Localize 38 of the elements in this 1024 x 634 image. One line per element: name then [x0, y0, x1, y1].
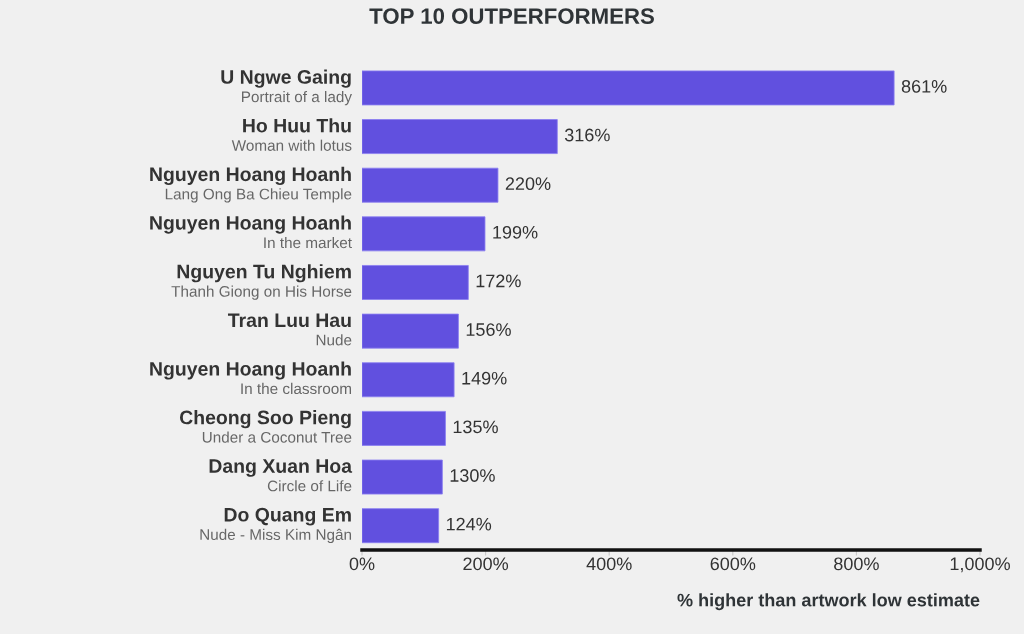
- y-tick-label: Nguyen Tu Nghiem Thanh Giong on His Horse: [171, 264, 352, 300]
- bar: [362, 119, 558, 154]
- bar: [362, 459, 443, 495]
- y-tick-label: Cheong Soo Pieng Under a Coconut Tree: [179, 410, 352, 443]
- data-label: 316%: [564, 128, 610, 142]
- x-tick-label: 800%: [834, 557, 879, 571]
- x-axis-title: % higher than artwork low estimate: [677, 593, 980, 611]
- x-tick-label: 1,000%: [950, 557, 1010, 573]
- data-label: 124%: [446, 517, 492, 531]
- bar: [362, 70, 895, 106]
- bar: [362, 216, 486, 252]
- y-tick-label: Dang Xuan Hoa Circle of Life: [209, 459, 353, 492]
- x-tick-label: 400%: [586, 557, 632, 571]
- bar: [362, 167, 499, 203]
- y-tick-label: Nguyen Hoang Hoanh In the market: [150, 215, 352, 249]
- bar: [362, 410, 446, 446]
- chart-title: TOP 10 OUTPERFORMERS: [369, 8, 654, 24]
- data-label: 861%: [901, 79, 947, 93]
- y-tick-label: Nguyen Hoang Hoanh Lang Ong Ba Chieu Temple: [150, 166, 352, 203]
- data-label: 130%: [450, 469, 495, 482]
- y-tick-label: U Ngwe Gaing Portrait of a lady: [221, 69, 352, 106]
- data-label: 172%: [476, 274, 521, 288]
- y-tick-label: Ho Huu Thu Woman with lotus: [231, 118, 352, 151]
- bar: [362, 508, 440, 544]
- y-tick-label: Nguyen Hoang Hoanh In the classroom: [150, 361, 351, 395]
- data-label: 135%: [453, 420, 498, 434]
- data-label: 149%: [462, 371, 507, 385]
- x-tick-label: 200%: [463, 557, 509, 571]
- y-tick-label: Tran Luu Hau Nude: [227, 313, 352, 346]
- data-label: 199%: [493, 225, 538, 239]
- data-label: 156%: [466, 323, 511, 336]
- y-tick-label: Do Quang Em Nude - Miss Kim Ngân: [200, 507, 352, 544]
- data-label: 220%: [505, 177, 551, 191]
- x-tick-label: 600%: [710, 557, 756, 571]
- x-tick-label: 0%: [349, 557, 375, 571]
- bar: [362, 265, 469, 300]
- bar: [362, 362, 455, 398]
- bar: [362, 313, 459, 349]
